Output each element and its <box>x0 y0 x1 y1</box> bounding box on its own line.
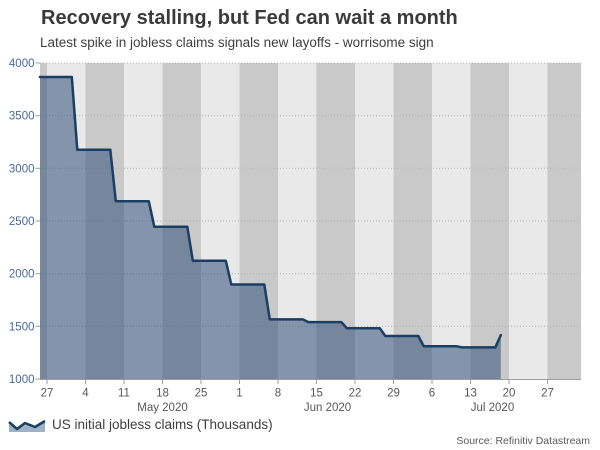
month-label: Jul 2020 <box>471 402 514 414</box>
source-text: Source: Refinitiv Datastream <box>456 435 590 447</box>
y-axis-label: 3500 <box>9 111 35 123</box>
y-axis-label: 2500 <box>9 216 35 228</box>
x-axis-label: 15 <box>310 388 323 400</box>
x-axis-label: 18 <box>156 388 169 400</box>
x-axis-label: 25 <box>195 388 208 400</box>
x-axis-label: 20 <box>503 388 516 400</box>
background-band <box>470 63 509 379</box>
month-label: Jun 2020 <box>304 402 351 414</box>
legend-icon-line <box>8 419 46 431</box>
x-axis-label: 6 <box>429 388 435 400</box>
x-axis-label: 1 <box>236 388 242 400</box>
x-axis-label: 22 <box>349 388 362 400</box>
y-axis-label: 4000 <box>9 58 35 70</box>
y-axis-label: 2000 <box>9 269 35 281</box>
series-line <box>38 75 503 349</box>
x-axis-label: 11 <box>118 388 130 400</box>
x-axis-label: 8 <box>275 388 281 400</box>
x-axis-label: 27 <box>41 388 54 400</box>
y-axis-label: 3000 <box>9 163 35 175</box>
y-axis-label: 1500 <box>9 321 35 333</box>
chart-subtitle: Latest spike in jobless claims signals n… <box>40 35 434 50</box>
legend-label: US initial jobless claims (Thousands) <box>52 416 273 432</box>
month-label: May 2020 <box>137 402 188 414</box>
x-axis-label: 29 <box>387 388 400 400</box>
legend: US initial jobless claims (Thousands) <box>8 414 273 434</box>
x-axis-label: 13 <box>464 388 477 400</box>
chart-title: Recovery stalling, but Fed can wait a mo… <box>41 7 458 29</box>
background-band <box>547 63 581 379</box>
x-axis-label: 4 <box>82 388 89 400</box>
y-axis-label: 1000 <box>9 374 35 386</box>
area-series-icon <box>8 419 46 432</box>
x-axis-label: 27 <box>541 388 554 400</box>
series-area <box>40 77 501 379</box>
